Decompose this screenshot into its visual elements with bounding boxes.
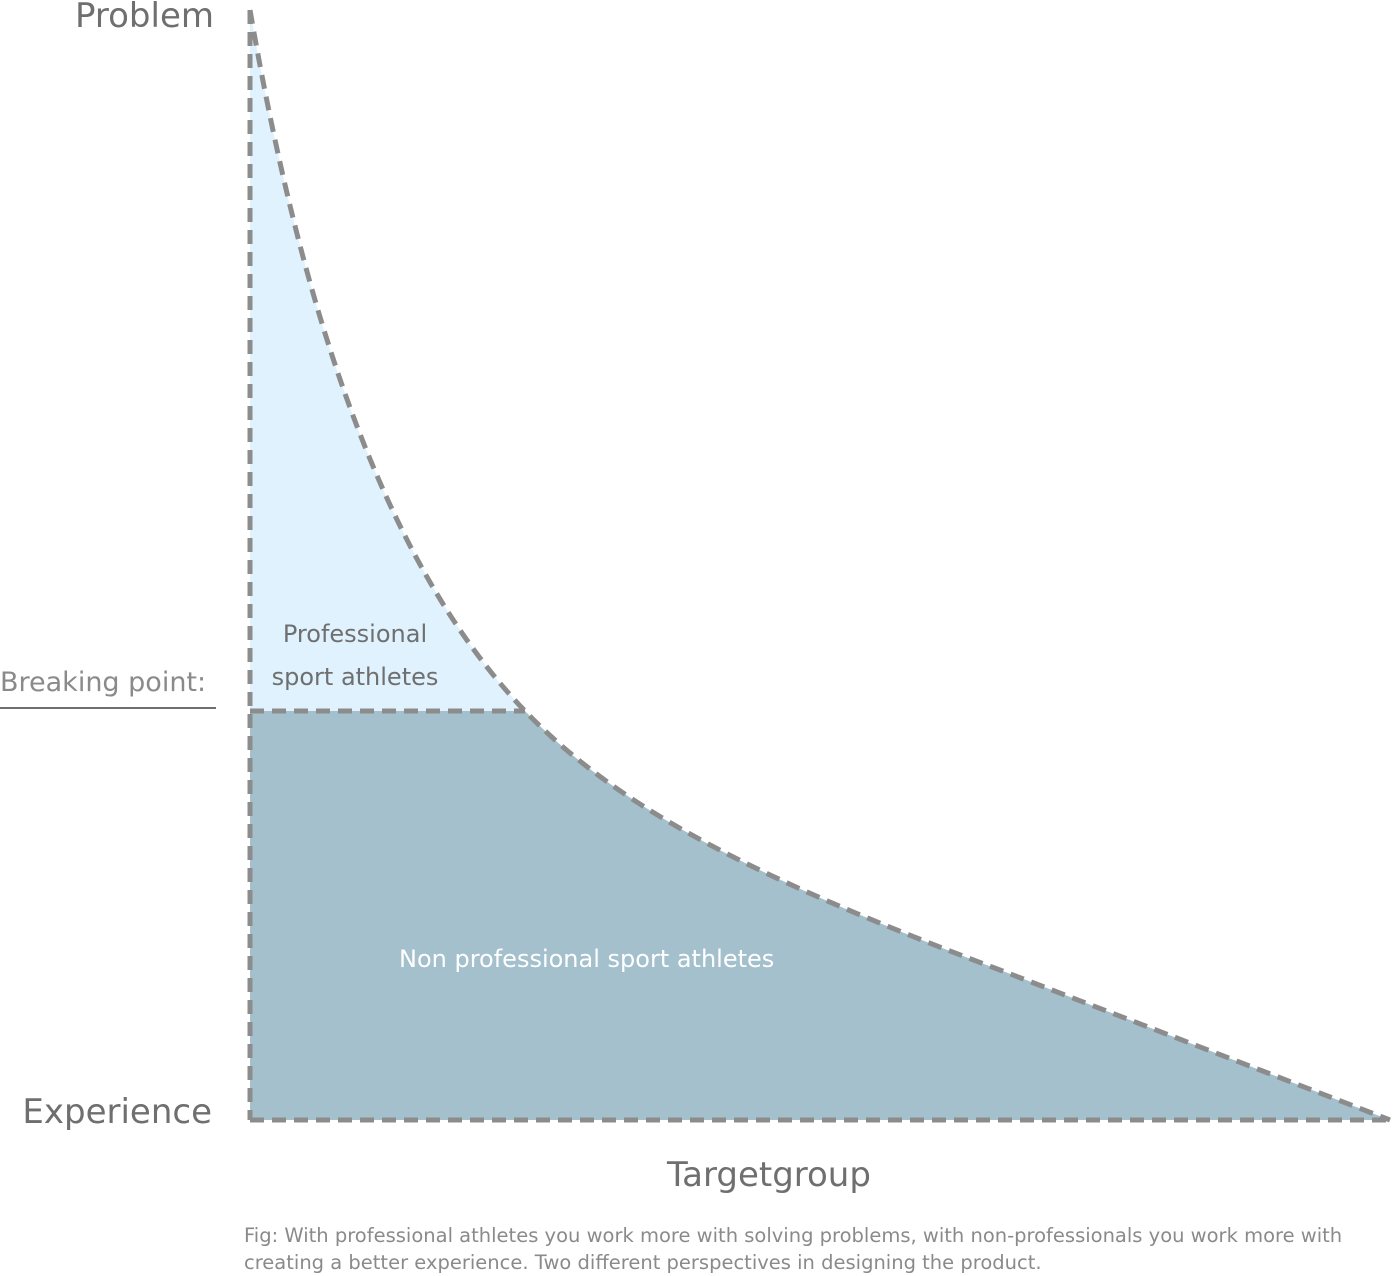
label-line: Professional bbox=[282, 620, 428, 648]
professional-label: Professional sport athletes bbox=[270, 613, 440, 699]
top-label: Problem bbox=[74, 0, 214, 36]
non-professional-region bbox=[250, 711, 1390, 1120]
curve bbox=[247, 9, 1391, 1123]
label-line: sport athletes bbox=[271, 663, 439, 691]
professional-region bbox=[250, 10, 525, 711]
x-label: Targetgroup bbox=[667, 1155, 871, 1195]
non-professional-label: Non professional sport athletes bbox=[399, 945, 775, 973]
bottom-label: Experience bbox=[22, 1092, 212, 1132]
caption: Fig: With professional athletes you work… bbox=[244, 1224, 1343, 1274]
breaking-label: Breaking point: bbox=[0, 667, 207, 698]
